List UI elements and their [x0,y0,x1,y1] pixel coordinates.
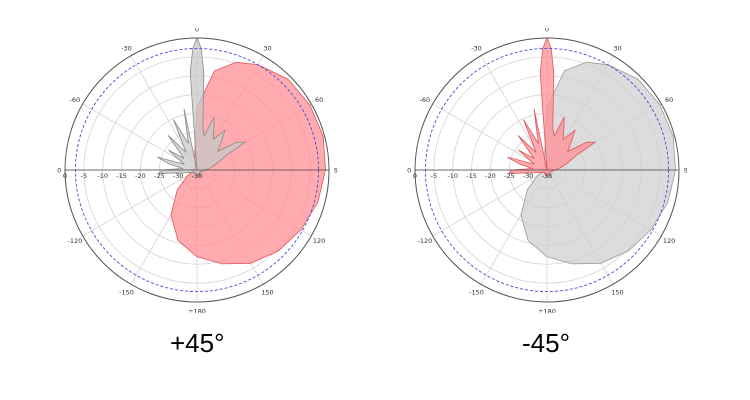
caption-plus-45: +45° [170,328,225,358]
radial-tick-label: -15 [116,172,127,180]
angle-tick-label: 60 [665,96,673,104]
polar-chart-plus-45: 0 -5 -10 -15 -20 -25 -30 -38 0 30 60 90 120 150 ±180 -1… [57,28,337,313]
series-area-1 [157,36,247,178]
angle-tick-label: 30 [613,44,621,52]
angle-tick-label: 120 [313,237,325,245]
radial-tick-label: -30 [523,172,534,180]
grid-spoke [82,169,198,237]
angle-tick-label: 150 [261,289,273,297]
angle-tick-label: 60 [315,96,323,104]
angle-tick-label: -150 [469,289,484,297]
grid-spoke [432,169,548,237]
radial-tick-label: -30 [173,172,184,180]
radial-tick-label: -20 [135,172,146,180]
angle-tick-label: -30 [471,44,482,52]
angle-tick-label: ±180 [538,308,556,314]
radial-tick-label: -25 [504,172,515,180]
radial-tick-label: -15 [466,172,477,180]
series-area-1 [507,36,597,178]
angle-tick-label: -60 [420,96,431,104]
radial-tick-label: -20 [485,172,496,180]
radial-tick-label: -38 [192,172,203,180]
series-area-0 [520,61,676,265]
radial-tick-label: 0 [413,172,417,180]
angle-tick-label: 0 [545,28,549,34]
polar-chart-minus-45: 0 -5 -10 -15 -20 -25 -30 -38 0 30 60 90 120 150 ±180 -1… [407,28,687,313]
radial-tick-label: -38 [542,172,553,180]
angle-tick-label: ±180 [188,308,206,314]
radial-tick-label: 0 [63,172,67,180]
angle-tick-label: -120 [68,237,83,245]
angle-tick-label: -90 [57,167,61,175]
angle-tick-label: -30 [121,44,132,52]
angle-tick-label: 90 [684,167,687,175]
angle-tick-label: 120 [663,237,675,245]
angle-tick-label: -120 [418,237,433,245]
angle-tick-label: -150 [119,289,134,297]
angle-tick-label: 0 [195,28,199,34]
radial-tick-label: -10 [97,172,108,180]
caption-minus-45: -45° [522,328,570,358]
angle-tick-label: -90 [407,167,411,175]
angle-tick-label: -60 [70,96,81,104]
angle-tick-label: 150 [611,289,623,297]
radial-tick-label: -25 [154,172,165,180]
angle-tick-label: 90 [334,167,337,175]
series-area-0 [170,61,326,265]
radial-tick-label: -10 [447,172,458,180]
radial-tick-label: -5 [431,172,437,180]
angle-tick-label: 30 [263,44,271,52]
radial-tick-label: -5 [81,172,87,180]
